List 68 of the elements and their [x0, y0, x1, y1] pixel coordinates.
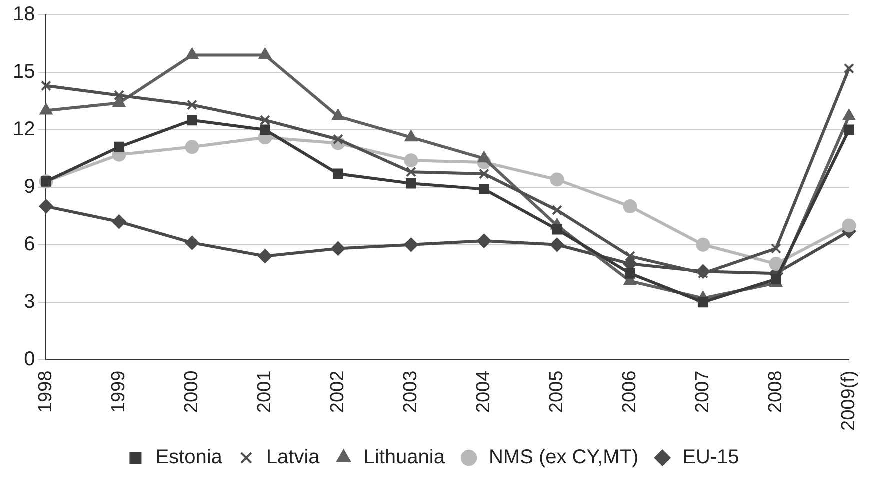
point	[698, 297, 708, 308]
x-tick-label: 2003	[400, 370, 422, 414]
point	[696, 238, 710, 252]
point	[185, 140, 200, 154]
y-tick-label: 18	[12, 4, 36, 26]
point	[406, 178, 416, 189]
legend-label: Estonia	[156, 446, 224, 469]
legend-label: NMS (ex CY,MT)	[488, 446, 639, 469]
point	[41, 80, 52, 92]
y-tick-label: 3	[24, 290, 36, 313]
point	[406, 166, 416, 178]
point	[770, 243, 782, 254]
point	[40, 104, 52, 115]
point	[404, 154, 418, 168]
point	[478, 168, 490, 180]
y-tick-label: 12	[12, 118, 36, 140]
y-tick-label: 9	[24, 176, 36, 198]
legend-label: EU-15	[682, 446, 740, 469]
point	[260, 124, 270, 136]
point	[769, 257, 784, 272]
x-tick-label: 1999	[108, 370, 130, 414]
x-tick-label: 2004	[473, 370, 494, 414]
point	[770, 274, 782, 285]
point	[260, 115, 270, 126]
point	[186, 115, 198, 126]
point	[478, 184, 490, 195]
point	[624, 251, 636, 262]
point	[477, 234, 492, 248]
x-tick-label: 2001	[254, 370, 276, 414]
legend-label: Lithuania	[364, 446, 446, 469]
point	[552, 224, 562, 235]
point	[258, 249, 272, 264]
point	[113, 96, 126, 108]
y-tick-label: 15	[12, 60, 36, 83]
point	[550, 238, 564, 252]
point	[624, 268, 636, 279]
point	[39, 200, 54, 214]
x-tick-label: 2005	[546, 370, 568, 414]
x-tick-label: 1998	[35, 370, 56, 414]
point	[404, 238, 418, 252]
point	[259, 48, 272, 60]
x-tick-label: 2006	[619, 370, 640, 414]
point	[114, 90, 124, 101]
legend-label: Latvia	[266, 446, 321, 469]
point	[186, 100, 198, 110]
point	[185, 236, 200, 250]
x-tick-label: 2009(f)	[838, 370, 860, 431]
x-tick-label: 2008	[765, 370, 786, 414]
point	[843, 110, 856, 121]
point	[478, 152, 490, 163]
x-tick-label: 2002	[327, 370, 348, 414]
y-tick-label: 6	[24, 233, 36, 256]
point	[332, 110, 344, 121]
point	[114, 142, 124, 152]
point	[186, 48, 198, 60]
point	[623, 200, 638, 214]
point	[332, 168, 344, 180]
point	[842, 218, 856, 233]
point	[331, 242, 346, 256]
point	[552, 205, 562, 216]
point	[844, 124, 854, 136]
y-tick-label: 0	[24, 348, 36, 370]
point	[844, 63, 854, 74]
point	[550, 172, 564, 187]
point	[405, 130, 418, 142]
x-tick-label: 2007	[692, 370, 714, 414]
point	[112, 214, 126, 229]
x-tick-label: 2000	[181, 370, 202, 414]
